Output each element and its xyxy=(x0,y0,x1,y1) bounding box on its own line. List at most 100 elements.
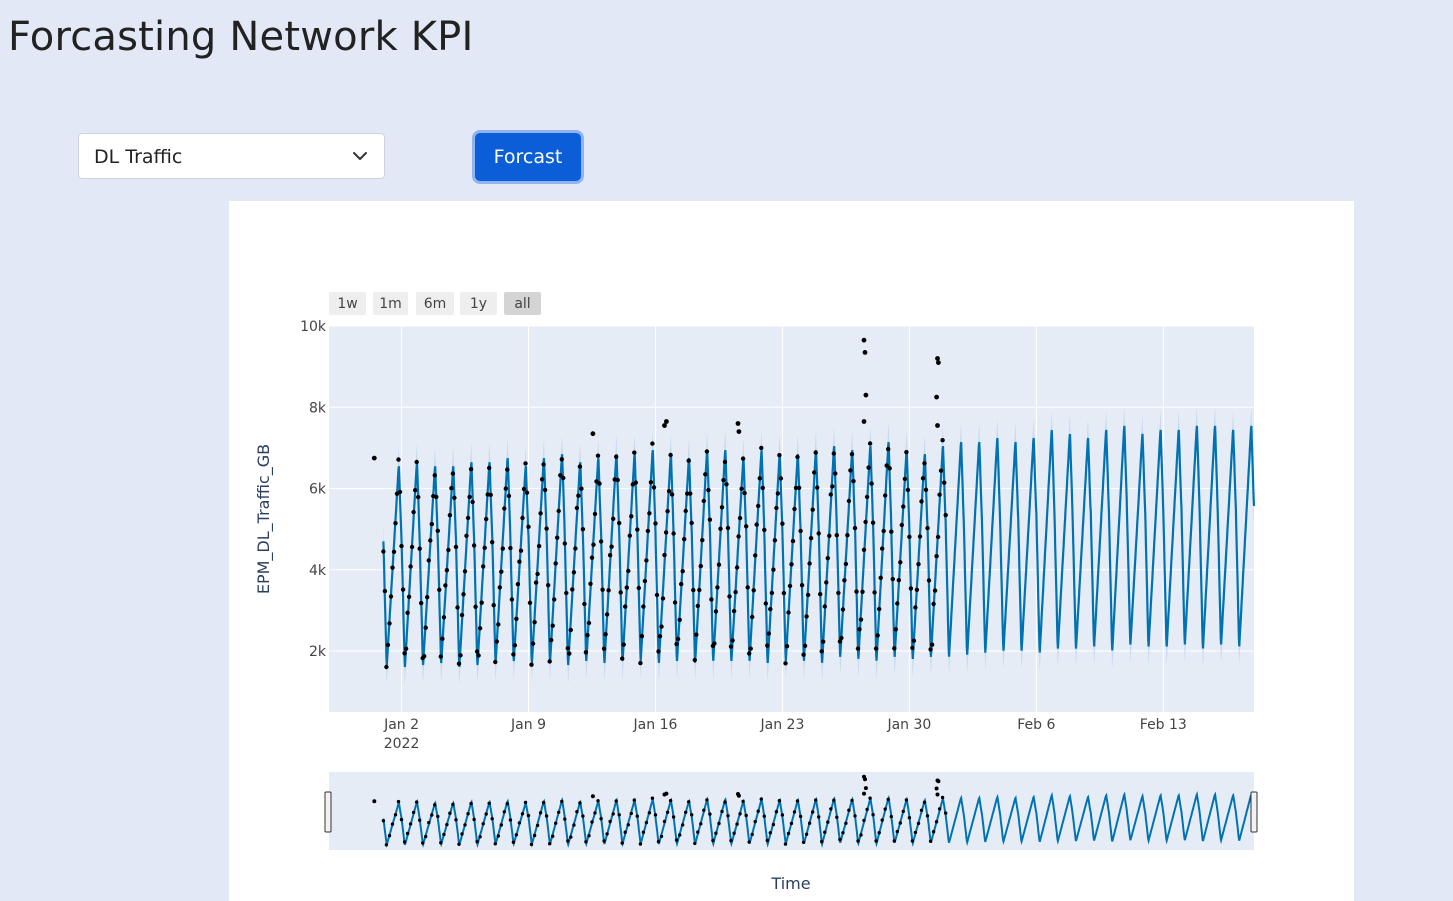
range-slider-point xyxy=(901,809,905,814)
range-slider-point xyxy=(584,840,588,844)
range-button-bg[interactable] xyxy=(373,292,408,315)
range-button-1y[interactable]: 1y xyxy=(460,292,497,315)
range-button-label[interactable]: 1w xyxy=(337,296,357,312)
actual-point xyxy=(748,646,753,651)
range-button-1w[interactable]: 1w xyxy=(329,292,366,315)
actual-point xyxy=(573,546,578,551)
actual-point xyxy=(615,477,620,483)
actual-point xyxy=(828,492,833,497)
range-slider-handle-right[interactable] xyxy=(1250,791,1258,833)
range-button-1m[interactable]: 1m xyxy=(373,292,408,315)
actual-point xyxy=(863,519,868,525)
y-tick-label: 8k xyxy=(309,400,327,416)
range-button-bg[interactable] xyxy=(460,292,497,315)
range-slider-point xyxy=(538,811,543,815)
kpi-select[interactable]: DL Traffic xyxy=(78,133,385,179)
range-slider-point xyxy=(508,818,513,822)
actual-point xyxy=(657,634,663,639)
actual-point xyxy=(895,601,900,606)
actual-point xyxy=(852,525,858,531)
actual-point xyxy=(580,527,586,532)
actual-point xyxy=(653,521,658,526)
x-tick-label: Feb 13 xyxy=(1140,717,1187,733)
range-slider-point xyxy=(720,809,724,814)
actual-point xyxy=(901,504,906,509)
range-slider-handle-left[interactable] xyxy=(324,791,332,833)
range-button-label[interactable]: 6m xyxy=(424,296,447,312)
actual-point xyxy=(689,520,694,526)
actual-point xyxy=(547,659,552,664)
actual-point xyxy=(453,544,459,550)
range-button-label[interactable]: all xyxy=(514,296,530,312)
actual-point xyxy=(905,487,911,493)
actual-point xyxy=(582,601,587,607)
forecast-line[interactable] xyxy=(382,425,1256,668)
range-slider-point xyxy=(487,801,491,805)
actual-point xyxy=(476,653,481,658)
actual-point xyxy=(861,547,867,552)
actual-point xyxy=(444,568,450,573)
actual-point xyxy=(474,649,480,654)
actual-outlier-point xyxy=(934,394,939,400)
range-slider-point xyxy=(457,842,461,846)
range-slider-point xyxy=(744,813,748,818)
x-tick-label: Jan 30 xyxy=(886,717,931,733)
actual-point xyxy=(867,441,873,446)
range-slider-point xyxy=(644,820,649,825)
range-button-all[interactable]: all xyxy=(504,292,541,315)
forecast-chart[interactable]: 1w 1m 6m 1y all 2k 4k 6k 8k 10k Jan 2 Jan 9 Jan 16 Ja… xyxy=(229,201,1354,893)
actual-point xyxy=(434,494,439,500)
actual-point xyxy=(388,594,394,599)
range-button-label[interactable]: 1m xyxy=(379,296,402,312)
actual-point xyxy=(691,587,696,593)
actual-point xyxy=(618,590,623,595)
range-button-6m[interactable]: 6m xyxy=(416,292,454,315)
actual-point xyxy=(795,454,800,460)
range-slider-point xyxy=(674,838,679,842)
range-slider-point xyxy=(711,838,715,843)
actual-outlier-point xyxy=(735,421,741,426)
actual-point xyxy=(805,592,811,598)
actual-point xyxy=(898,560,903,565)
actual-point xyxy=(721,477,726,483)
forecast-button[interactable]: Forcast xyxy=(472,130,584,184)
actual-point xyxy=(833,471,838,476)
actual-point xyxy=(645,528,651,534)
range-slider-point xyxy=(892,839,896,843)
range-button-bg[interactable] xyxy=(416,292,454,315)
range-slider[interactable] xyxy=(329,772,1254,850)
range-button-bg[interactable] xyxy=(329,292,366,315)
actual-point xyxy=(477,626,483,631)
actual-point xyxy=(870,520,876,525)
range-slider-point xyxy=(865,807,869,812)
actual-point xyxy=(816,531,821,536)
range-slider-point xyxy=(756,809,760,813)
range-button-label[interactable]: 1y xyxy=(470,296,487,312)
plot-area[interactable] xyxy=(329,326,1254,712)
actual-point xyxy=(659,624,664,629)
range-slider-outlier-point xyxy=(863,777,867,782)
actual-point xyxy=(781,590,787,596)
range-slider-point xyxy=(511,840,516,844)
actual-point xyxy=(467,494,472,500)
actual-point xyxy=(757,476,762,481)
range-slider-point xyxy=(708,812,712,816)
actual-outlier-point xyxy=(863,392,869,398)
actual-point xyxy=(902,476,908,482)
actual-point xyxy=(576,493,581,498)
actual-outlier-point xyxy=(936,360,941,365)
range-slider-point xyxy=(499,823,503,827)
actual-point xyxy=(482,545,487,550)
range-slider-point xyxy=(741,799,745,804)
actual-point xyxy=(810,507,815,512)
range-slider-point xyxy=(856,839,860,843)
actual-point xyxy=(598,539,604,544)
actual-point xyxy=(866,465,871,470)
actual-point xyxy=(712,641,717,646)
actual-point xyxy=(588,581,593,586)
actual-point xyxy=(762,527,767,533)
actual-point xyxy=(872,590,877,595)
range-button-bg[interactable] xyxy=(504,292,541,315)
actual-point xyxy=(778,476,784,481)
range-slider-point xyxy=(424,834,428,839)
